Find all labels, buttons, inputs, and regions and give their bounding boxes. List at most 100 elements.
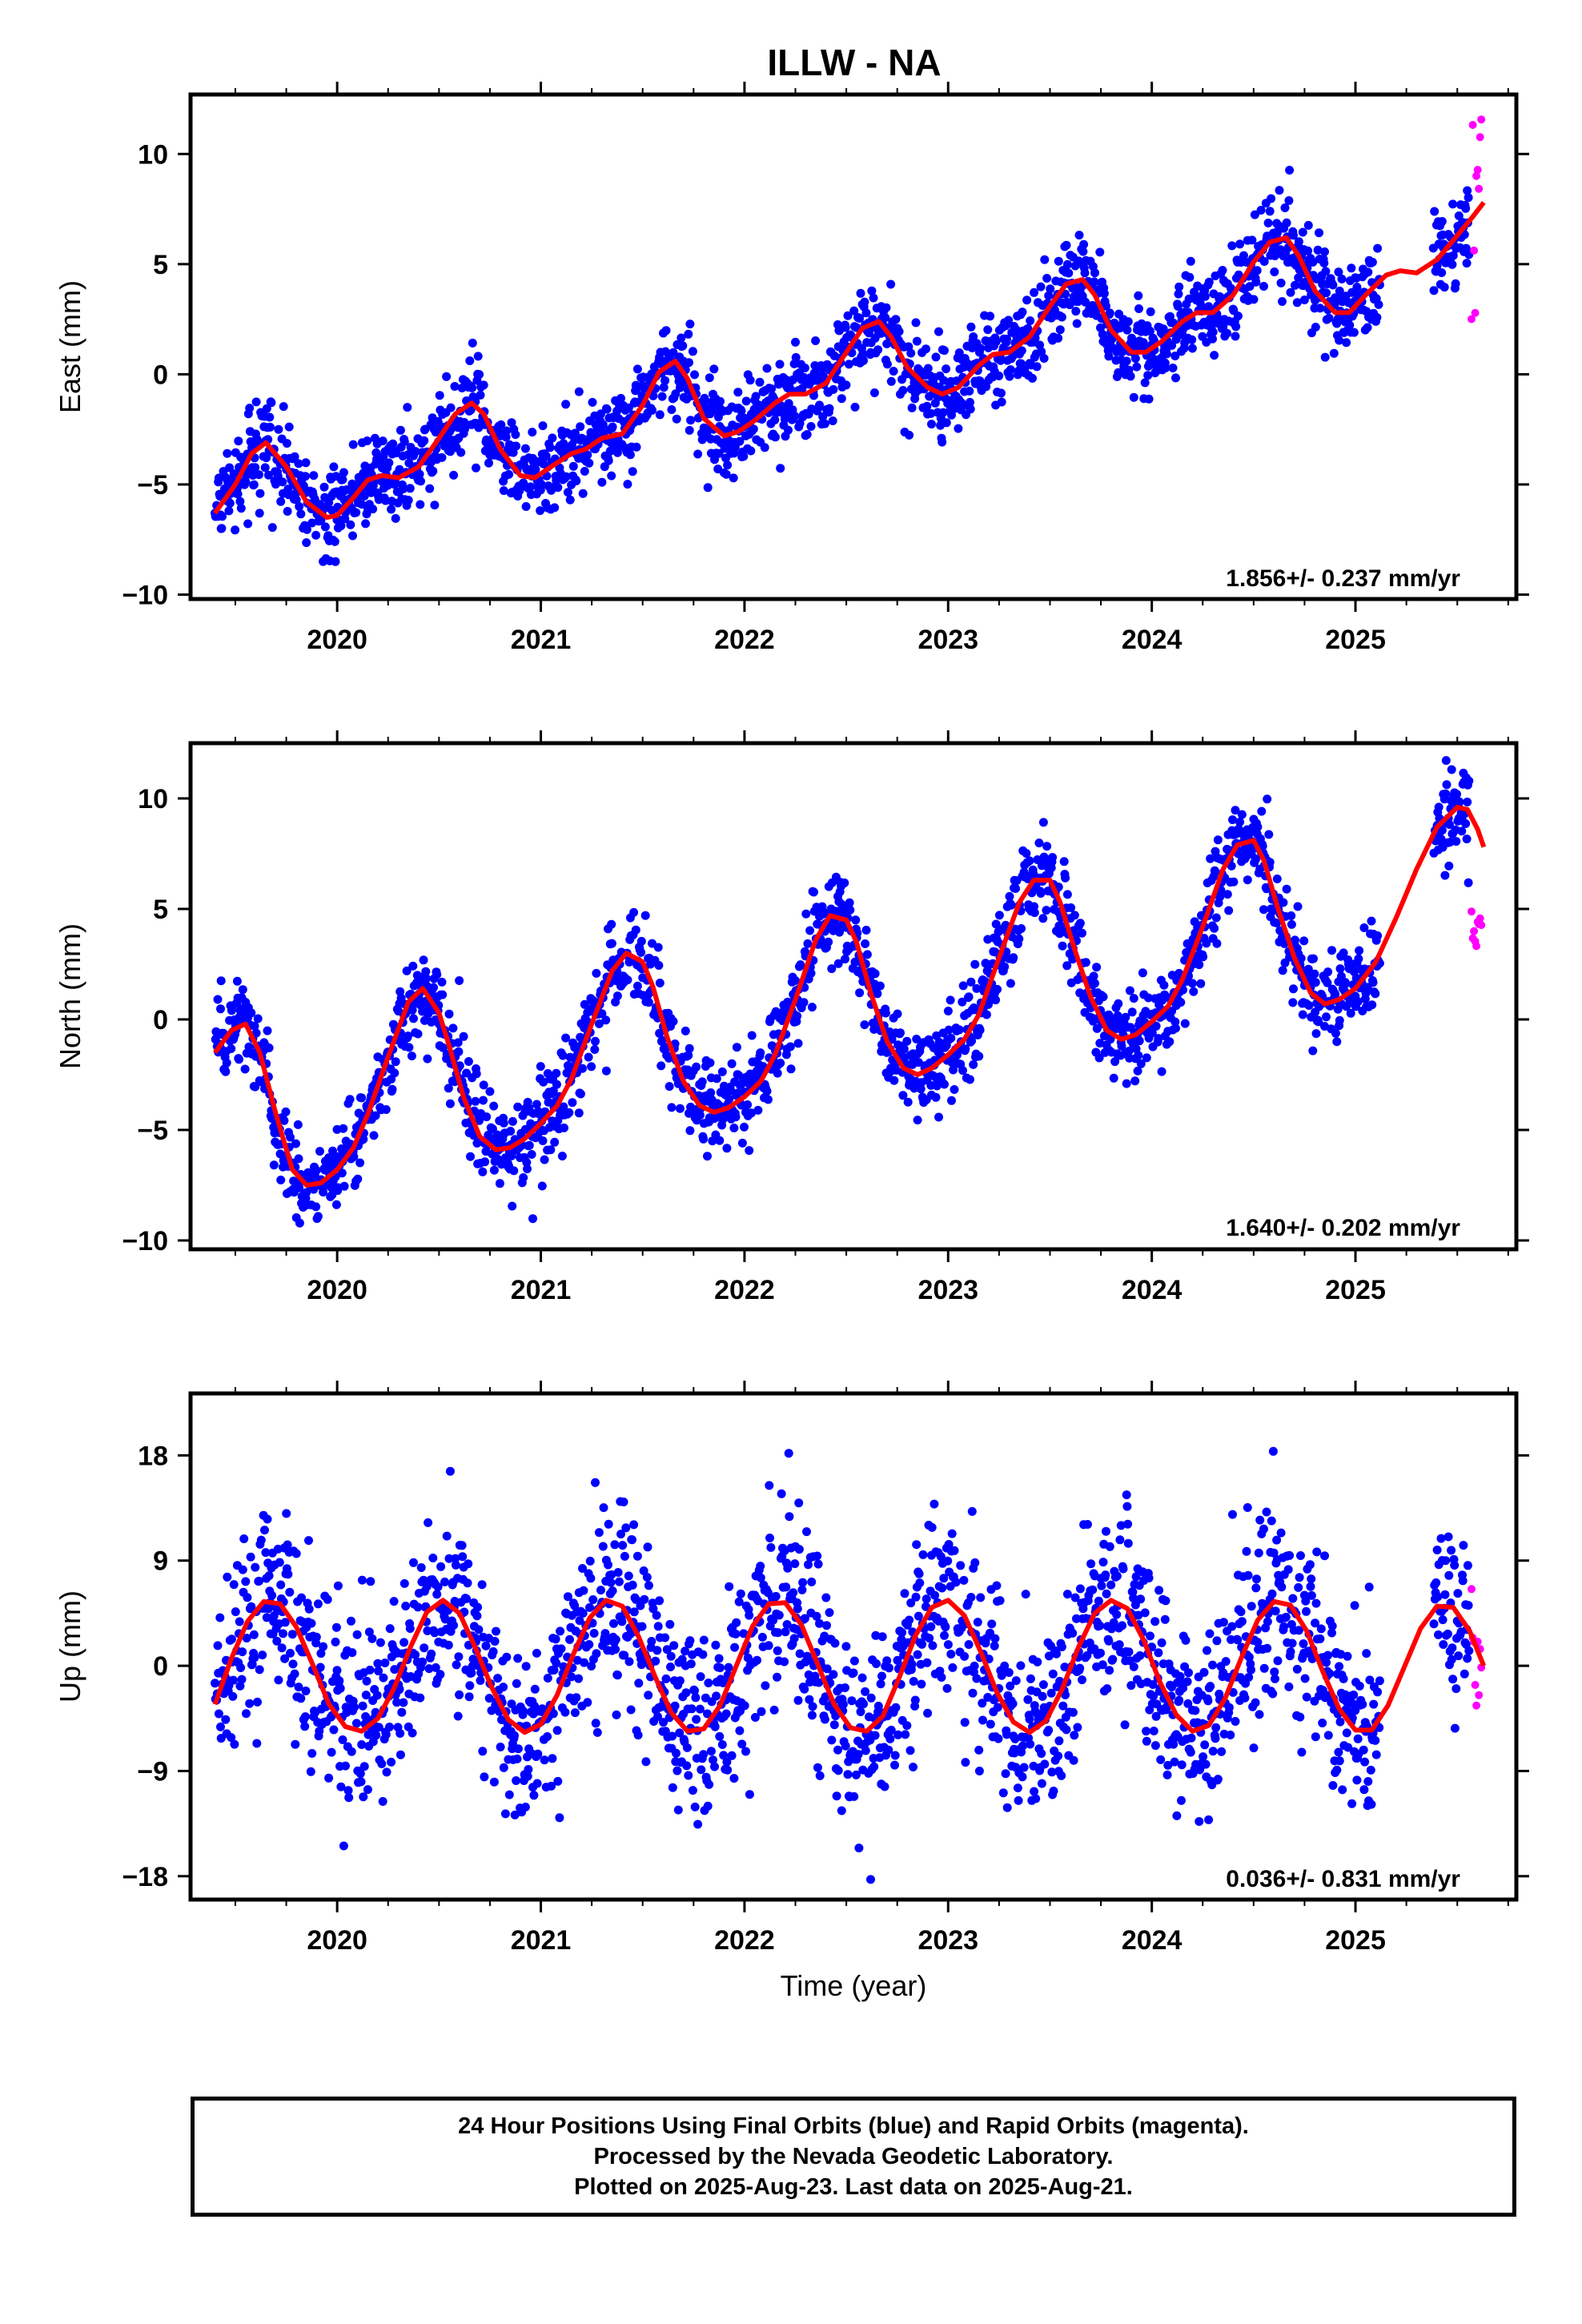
east-point-final <box>430 501 440 510</box>
east-point-final <box>520 444 530 453</box>
up-point-final <box>237 1675 247 1684</box>
up-point-final <box>633 1731 643 1740</box>
north-point-final <box>480 1157 490 1167</box>
up-point-final <box>594 1528 604 1538</box>
east-x-tick-labels: 2020 2021 2022 2023 2024 2025 <box>307 625 1386 655</box>
east-point-final <box>723 460 733 470</box>
north-point-final <box>584 1052 593 1062</box>
north-point-final <box>667 1103 677 1112</box>
east-point-final <box>623 480 632 489</box>
north-point-final <box>793 1011 802 1021</box>
north-point-final <box>1165 1037 1174 1047</box>
east-point-final <box>767 384 777 393</box>
up-point-final <box>397 1707 407 1717</box>
north-point-final <box>407 1051 416 1061</box>
east-point-final <box>435 391 444 400</box>
north-point-final <box>313 1212 323 1221</box>
up-point-final <box>574 1674 584 1683</box>
east-point-final <box>479 380 488 390</box>
up-point-final <box>513 1744 523 1754</box>
north-point-final <box>540 1155 549 1164</box>
east-point-final <box>1263 219 1273 227</box>
up-point-final <box>765 1481 774 1490</box>
north-point-final <box>623 975 632 985</box>
north-point-final <box>479 1096 488 1105</box>
up-point-final <box>454 1652 464 1662</box>
north-point-final <box>669 1016 678 1026</box>
north-point-final <box>499 1118 508 1128</box>
east-point-final <box>346 520 355 529</box>
east-point-final <box>705 373 714 383</box>
north-point-final <box>489 1101 499 1111</box>
north-point-final <box>247 1008 256 1018</box>
east-point-final <box>912 336 921 346</box>
up-point-final <box>642 1573 652 1582</box>
north-point-final <box>221 1067 231 1076</box>
east-point-final <box>251 463 260 472</box>
east-point-final <box>428 466 438 476</box>
east-point-final <box>1080 268 1090 278</box>
up-point-final <box>771 1591 781 1601</box>
east-point-final <box>1074 231 1084 240</box>
up-point-final <box>307 1749 317 1758</box>
east-point-final <box>1328 280 1338 290</box>
north-point-final <box>513 1102 523 1112</box>
east-plot-frame <box>188 92 1519 601</box>
east-point-final <box>576 422 585 432</box>
east-point-final <box>1251 277 1261 287</box>
east-point-final <box>1105 308 1114 318</box>
up-point-final <box>592 1649 601 1659</box>
east-point-final <box>686 416 696 425</box>
north-point-final <box>1142 1053 1151 1063</box>
east-point-final <box>954 424 963 433</box>
north-point-final <box>1048 853 1058 862</box>
east-point-final <box>233 489 243 499</box>
east-point-final <box>243 519 253 529</box>
east-point-final <box>860 297 869 307</box>
up-point-final <box>697 1765 706 1775</box>
east-point-final <box>219 484 229 493</box>
east-point-final <box>1171 373 1180 383</box>
east-point-final <box>1057 312 1066 322</box>
east-point-final <box>954 348 964 357</box>
north-point-final <box>1059 857 1069 866</box>
up-point-final <box>489 1777 499 1787</box>
east-point-final <box>1143 371 1153 380</box>
north-point-final <box>564 1108 574 1117</box>
up-point-final <box>424 1518 433 1527</box>
east-point-final <box>262 453 271 463</box>
up-point-final <box>512 1679 521 1688</box>
east-point-final <box>399 484 408 493</box>
up-point-final <box>652 1610 661 1620</box>
north-point-final <box>1282 884 1291 894</box>
north-ytick-label: 10 <box>138 784 168 814</box>
east-point-final <box>1311 323 1320 332</box>
east-point-rapid <box>1473 166 1482 175</box>
north-point-final <box>1090 979 1099 988</box>
up-point-final <box>640 1594 649 1604</box>
north-point-final <box>841 955 849 964</box>
east-point-final <box>301 458 311 468</box>
up-point-final <box>288 1659 298 1669</box>
north-xtick-label: 2021 <box>511 1275 572 1305</box>
east-point-final <box>541 451 551 460</box>
north-model-curve <box>213 805 1487 1188</box>
east-point-final <box>336 521 346 531</box>
up-point-final <box>301 1687 311 1695</box>
up-point-final <box>735 1726 745 1735</box>
up-point-final <box>745 1610 754 1620</box>
east-point-final <box>705 409 715 419</box>
up-point-final <box>228 1691 238 1701</box>
up-point-final <box>367 1634 377 1643</box>
east-point-final <box>1200 292 1210 301</box>
north-point-final <box>954 1025 964 1035</box>
up-point-final <box>789 1634 799 1643</box>
north-point-final <box>1457 826 1467 836</box>
east-point-final <box>873 345 883 355</box>
north-point-final <box>432 970 442 979</box>
up-point-final <box>618 1541 628 1550</box>
east-point-final <box>320 522 330 532</box>
east-point-final <box>263 470 273 480</box>
up-point-final <box>335 1676 344 1686</box>
north-point-final <box>1253 822 1263 832</box>
